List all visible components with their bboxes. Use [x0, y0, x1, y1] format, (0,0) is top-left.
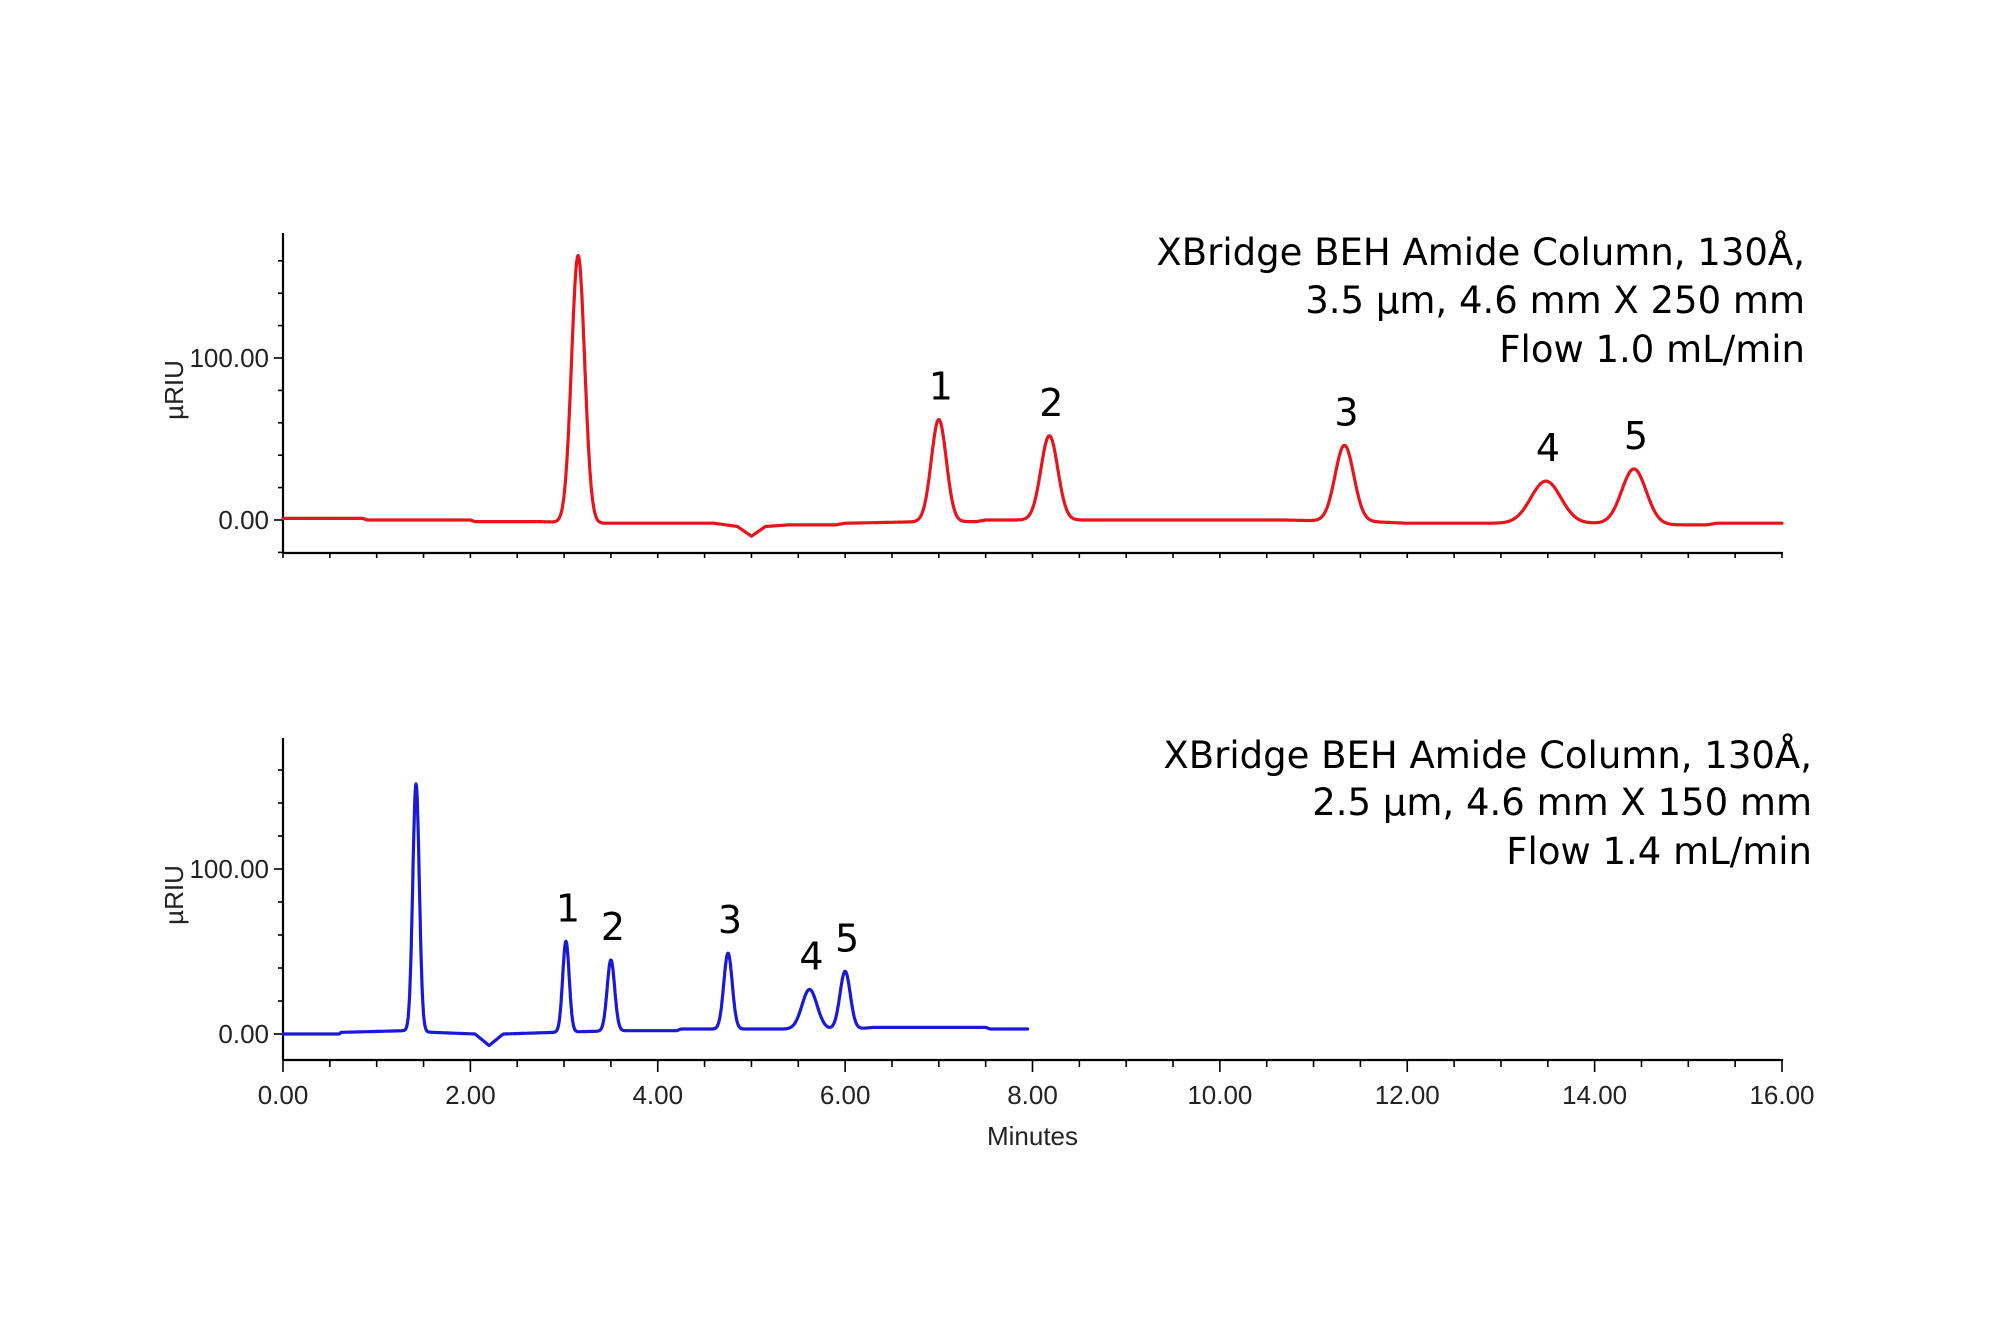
x-tick-label: 6.00	[820, 1080, 871, 1110]
y-axis-title: µRIU	[159, 865, 189, 925]
peak-label-1: 1	[929, 365, 953, 409]
column-annotation-line: Flow 1.4 mL/min	[1506, 830, 1812, 873]
x-tick-label: 0.00	[258, 1080, 309, 1110]
column-annotation-line: XBridge BEH Amide Column, 130Å,	[1163, 733, 1812, 777]
column-annotation-line: 3.5 µm, 4.6 mm X 250 mm	[1305, 279, 1805, 322]
peak-label-2: 2	[601, 905, 625, 949]
column-annotation-line: 2.5 µm, 4.6 mm X 150 mm	[1312, 781, 1812, 824]
chromatogram-trace	[281, 782, 1030, 1048]
y-tick-label: 0.00	[218, 505, 269, 535]
x-tick-label: 16.00	[1749, 1080, 1814, 1110]
peak-label-4: 4	[1536, 426, 1560, 470]
x-tick-label: 14.00	[1562, 1080, 1627, 1110]
peak-label-5: 5	[1624, 414, 1648, 458]
x-tick-label: 2.00	[445, 1080, 496, 1110]
y-axis-title: µRIU	[159, 360, 189, 420]
x-axis-title: Minutes	[987, 1121, 1078, 1151]
peak-label-4: 4	[799, 934, 823, 978]
column-annotation-line: XBridge BEH Amide Column, 130Å,	[1156, 230, 1805, 274]
y-tick-label: 100.00	[189, 343, 269, 373]
x-tick-label: 12.00	[1375, 1080, 1440, 1110]
x-tick-label: 10.00	[1187, 1080, 1252, 1110]
chromatogram-trace	[281, 254, 1784, 538]
peak-label-1: 1	[556, 886, 580, 930]
x-tick-label: 4.00	[632, 1080, 683, 1110]
x-tick-label: 8.00	[1007, 1080, 1058, 1110]
y-tick-label: 100.00	[189, 854, 269, 884]
peak-label-2: 2	[1039, 381, 1063, 425]
peak-label-5: 5	[835, 916, 859, 960]
y-tick-label: 0.00	[218, 1019, 269, 1049]
peak-label-3: 3	[1334, 390, 1358, 434]
column-annotation-line: Flow 1.0 mL/min	[1499, 328, 1805, 371]
peak-label-3: 3	[718, 898, 742, 942]
